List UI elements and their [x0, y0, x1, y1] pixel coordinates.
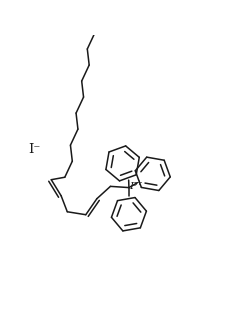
- Text: I⁻: I⁻: [28, 143, 40, 156]
- Text: +: +: [135, 179, 142, 187]
- Text: P: P: [129, 182, 136, 191]
